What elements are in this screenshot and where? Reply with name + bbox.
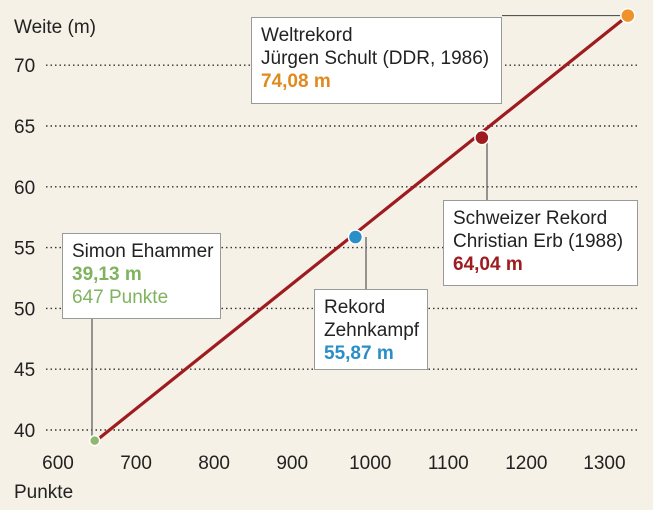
annotation-schweizer-title: Schweizer Rekord (453, 208, 608, 229)
x-tick-label-1200: 1200 (505, 453, 547, 474)
x-tick-label-800: 800 (198, 453, 230, 474)
y-tick-label-40: 40 (14, 421, 35, 442)
data-point-simon-ehammer (88, 434, 101, 447)
x-tick-label-700: 700 (120, 453, 152, 474)
x-axis-label: Punkte (14, 482, 73, 503)
y-tick-label-55: 55 (14, 239, 35, 260)
y-tick-label-65: 65 (14, 117, 35, 138)
annotation-zehnkampf-subtitle: Zehnkampf (324, 320, 420, 341)
data-point-rekord-zehnkampf (347, 229, 364, 245)
annotation-schweizer-rekord: Schweizer Rekord Christian Erb (1988) 64… (443, 200, 638, 286)
x-tick-label-1000: 1000 (349, 453, 391, 474)
x-tick-label-1100: 1100 (428, 453, 469, 474)
annotation-zehnkampf-value: 55,87 m (324, 343, 394, 364)
annotation-rekord-zehnkampf: Rekord Zehnkampf 55,87 m (314, 289, 428, 370)
annotation-weltrekord-holder: Jürgen Schult (DDR, 1986) (261, 48, 490, 69)
y-tick-label-45: 45 (14, 360, 35, 381)
y-axis-label: Weite (m) (14, 17, 96, 38)
annotation-ehammer-name: Simon Ehammer (72, 241, 214, 262)
x-tick-label-1300: 1300 (583, 453, 625, 474)
annotation-weltrekord-value: 74,08 m (261, 71, 331, 92)
annotation-simon-ehammer: Simon Ehammer 39,13 m 647 Punkte (62, 233, 221, 319)
annotation-ehammer-points: 647 Punkte (72, 287, 169, 308)
series-line (94, 13, 630, 443)
annotation-zehnkampf-title: Rekord (324, 297, 386, 318)
annotation-weltrekord-title: Weltrekord (261, 25, 353, 46)
annotation-weltrekord: Weltrekord Jürgen Schult (DDR, 1986) 74,… (251, 17, 502, 104)
x-tick-label-900: 900 (276, 453, 308, 474)
annotation-schweizer-value: 64,04 m (453, 254, 523, 275)
data-point-weltrekord (620, 7, 636, 24)
y-tick-label-60: 60 (14, 178, 35, 199)
x-tick-label-600: 600 (42, 453, 74, 474)
data-point-schweizer-rekord (474, 129, 490, 146)
annotation-ehammer-value: 39,13 m (72, 264, 142, 285)
y-tick-label-50: 50 (14, 299, 35, 320)
y-tick-label-70: 70 (14, 56, 35, 77)
annotation-schweizer-holder: Christian Erb (1988) (453, 231, 624, 252)
